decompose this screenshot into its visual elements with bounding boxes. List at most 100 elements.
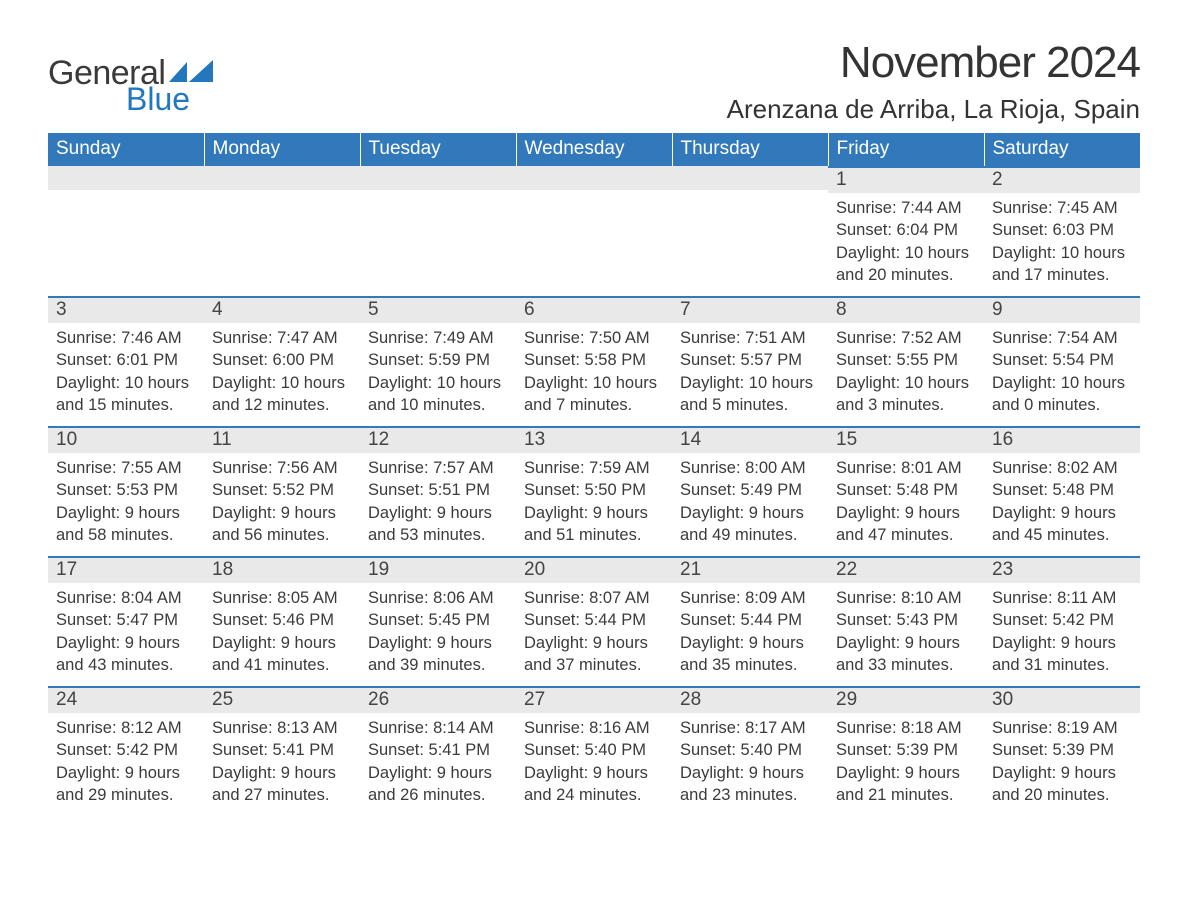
daylight-line: Daylight: 10 hours and 15 minutes. (56, 372, 196, 417)
day-number: 12 (360, 426, 516, 453)
day-number: 21 (672, 556, 828, 583)
day-cell: 17Sunrise: 8:04 AMSunset: 5:47 PMDayligh… (48, 556, 204, 686)
day-number: 27 (516, 686, 672, 713)
sunrise-line: Sunrise: 7:52 AM (836, 327, 976, 349)
sunset-line: Sunset: 6:00 PM (212, 349, 352, 371)
week-row: 3Sunrise: 7:46 AMSunset: 6:01 PMDaylight… (48, 296, 1140, 426)
week-row: 1Sunrise: 7:44 AMSunset: 6:04 PMDaylight… (48, 166, 1140, 296)
week-row: 24Sunrise: 8:12 AMSunset: 5:42 PMDayligh… (48, 686, 1140, 816)
day-cell: 11Sunrise: 7:56 AMSunset: 5:52 PMDayligh… (204, 426, 360, 556)
sunrise-line: Sunrise: 7:55 AM (56, 457, 196, 479)
daylight-line: Daylight: 9 hours and 43 minutes. (56, 632, 196, 677)
day-header-monday: Monday (204, 133, 360, 166)
sunrise-line: Sunrise: 7:51 AM (680, 327, 820, 349)
empty-day-bar (48, 166, 204, 190)
sunset-line: Sunset: 5:49 PM (680, 479, 820, 501)
empty-day-bar (516, 166, 672, 190)
day-number: 20 (516, 556, 672, 583)
day-cell: 22Sunrise: 8:10 AMSunset: 5:43 PMDayligh… (828, 556, 984, 686)
sunset-line: Sunset: 5:42 PM (992, 609, 1132, 631)
month-title: November 2024 (727, 38, 1140, 88)
day-details: Sunrise: 8:04 AMSunset: 5:47 PMDaylight:… (48, 583, 204, 680)
sunrise-line: Sunrise: 8:01 AM (836, 457, 976, 479)
week-row: 17Sunrise: 8:04 AMSunset: 5:47 PMDayligh… (48, 556, 1140, 686)
calendar-table: SundayMondayTuesdayWednesdayThursdayFrid… (48, 133, 1140, 816)
day-header-friday: Friday (828, 133, 984, 166)
day-header-tuesday: Tuesday (360, 133, 516, 166)
day-details: Sunrise: 8:16 AMSunset: 5:40 PMDaylight:… (516, 713, 672, 810)
sunrise-line: Sunrise: 7:49 AM (368, 327, 508, 349)
sunset-line: Sunset: 5:57 PM (680, 349, 820, 371)
daylight-line: Daylight: 9 hours and 58 minutes. (56, 502, 196, 547)
daylight-line: Daylight: 10 hours and 7 minutes. (524, 372, 664, 417)
empty-cell (204, 166, 360, 296)
sunrise-line: Sunrise: 8:09 AM (680, 587, 820, 609)
sunrise-line: Sunrise: 8:05 AM (212, 587, 352, 609)
empty-cell (360, 166, 516, 296)
day-details: Sunrise: 8:11 AMSunset: 5:42 PMDaylight:… (984, 583, 1140, 680)
day-details: Sunrise: 7:50 AMSunset: 5:58 PMDaylight:… (516, 323, 672, 420)
empty-cell (516, 166, 672, 296)
sunset-line: Sunset: 5:40 PM (680, 739, 820, 761)
day-number: 17 (48, 556, 204, 583)
sunset-line: Sunset: 5:55 PM (836, 349, 976, 371)
sunrise-line: Sunrise: 8:11 AM (992, 587, 1132, 609)
daylight-line: Daylight: 9 hours and 20 minutes. (992, 762, 1132, 807)
sunrise-line: Sunrise: 7:59 AM (524, 457, 664, 479)
day-number: 30 (984, 686, 1140, 713)
sunset-line: Sunset: 5:40 PM (524, 739, 664, 761)
sunrise-line: Sunrise: 8:04 AM (56, 587, 196, 609)
sunrise-line: Sunrise: 8:00 AM (680, 457, 820, 479)
day-number: 7 (672, 296, 828, 323)
daylight-line: Daylight: 9 hours and 29 minutes. (56, 762, 196, 807)
sunrise-line: Sunrise: 7:56 AM (212, 457, 352, 479)
day-details: Sunrise: 8:05 AMSunset: 5:46 PMDaylight:… (204, 583, 360, 680)
daylight-line: Daylight: 9 hours and 33 minutes. (836, 632, 976, 677)
day-cell: 2Sunrise: 7:45 AMSunset: 6:03 PMDaylight… (984, 166, 1140, 296)
sunset-line: Sunset: 5:44 PM (524, 609, 664, 631)
day-details: Sunrise: 7:51 AMSunset: 5:57 PMDaylight:… (672, 323, 828, 420)
day-number: 4 (204, 296, 360, 323)
sunset-line: Sunset: 5:47 PM (56, 609, 196, 631)
day-cell: 30Sunrise: 8:19 AMSunset: 5:39 PMDayligh… (984, 686, 1140, 816)
day-cell: 29Sunrise: 8:18 AMSunset: 5:39 PMDayligh… (828, 686, 984, 816)
day-header-wednesday: Wednesday (516, 133, 672, 166)
sunrise-line: Sunrise: 8:17 AM (680, 717, 820, 739)
sunrise-line: Sunrise: 7:57 AM (368, 457, 508, 479)
day-number: 1 (828, 166, 984, 193)
day-number: 8 (828, 296, 984, 323)
sunset-line: Sunset: 5:48 PM (992, 479, 1132, 501)
day-number: 23 (984, 556, 1140, 583)
empty-day-bar (360, 166, 516, 190)
day-cell: 6Sunrise: 7:50 AMSunset: 5:58 PMDaylight… (516, 296, 672, 426)
daylight-line: Daylight: 9 hours and 27 minutes. (212, 762, 352, 807)
day-details: Sunrise: 7:55 AMSunset: 5:53 PMDaylight:… (48, 453, 204, 550)
sunset-line: Sunset: 5:51 PM (368, 479, 508, 501)
day-number: 10 (48, 426, 204, 453)
logo: General Blue (48, 38, 213, 118)
title-block: November 2024 Arenzana de Arriba, La Rio… (727, 38, 1140, 125)
daylight-line: Daylight: 10 hours and 17 minutes. (992, 242, 1132, 287)
daylight-line: Daylight: 9 hours and 45 minutes. (992, 502, 1132, 547)
day-cell: 3Sunrise: 7:46 AMSunset: 6:01 PMDaylight… (48, 296, 204, 426)
sunrise-line: Sunrise: 8:06 AM (368, 587, 508, 609)
sunrise-line: Sunrise: 7:44 AM (836, 197, 976, 219)
sunset-line: Sunset: 5:52 PM (212, 479, 352, 501)
day-number: 19 (360, 556, 516, 583)
daylight-line: Daylight: 9 hours and 47 minutes. (836, 502, 976, 547)
day-details: Sunrise: 8:10 AMSunset: 5:43 PMDaylight:… (828, 583, 984, 680)
day-details: Sunrise: 8:09 AMSunset: 5:44 PMDaylight:… (672, 583, 828, 680)
sunset-line: Sunset: 5:41 PM (368, 739, 508, 761)
day-cell: 25Sunrise: 8:13 AMSunset: 5:41 PMDayligh… (204, 686, 360, 816)
sunset-line: Sunset: 5:48 PM (836, 479, 976, 501)
day-number: 11 (204, 426, 360, 453)
sunrise-line: Sunrise: 8:07 AM (524, 587, 664, 609)
day-cell: 21Sunrise: 8:09 AMSunset: 5:44 PMDayligh… (672, 556, 828, 686)
day-cell: 24Sunrise: 8:12 AMSunset: 5:42 PMDayligh… (48, 686, 204, 816)
day-cell: 12Sunrise: 7:57 AMSunset: 5:51 PMDayligh… (360, 426, 516, 556)
sunrise-line: Sunrise: 7:47 AM (212, 327, 352, 349)
sunset-line: Sunset: 5:58 PM (524, 349, 664, 371)
daylight-line: Daylight: 9 hours and 26 minutes. (368, 762, 508, 807)
day-cell: 28Sunrise: 8:17 AMSunset: 5:40 PMDayligh… (672, 686, 828, 816)
sunset-line: Sunset: 5:45 PM (368, 609, 508, 631)
